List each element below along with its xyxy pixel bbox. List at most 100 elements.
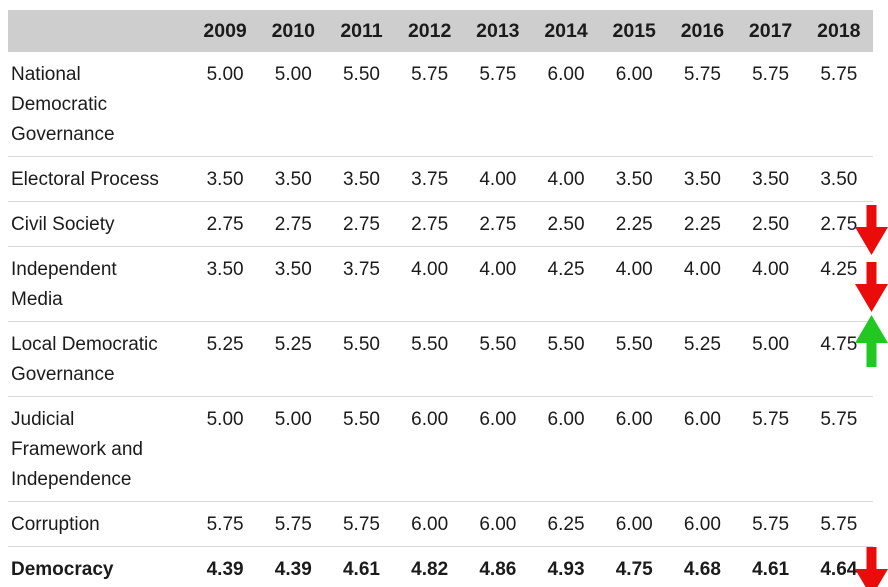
score-cell-independent-media-2018: 4.25	[804, 246, 888, 322]
row-label-democracy-score: Democracy Score	[8, 546, 191, 587]
score-cell-national-democratic-governance-2014: 6.00	[531, 52, 601, 157]
score-cell-civil-society-2009: 2.75	[191, 201, 260, 247]
score-cell-democracy-score-2009: 4.39	[191, 546, 260, 587]
score-cell-democracy-score-2013: 4.86	[463, 546, 532, 587]
score-cell-corruption-2016: 6.00	[668, 501, 737, 547]
score-cell-judicial-framework-and-independence-2013: 6.00	[463, 396, 532, 502]
score-cell-electoral-process-2009: 3.50	[191, 156, 260, 202]
score-cell-local-democratic-governance-2012: 5.50	[395, 321, 464, 397]
score-cell-national-democratic-governance-2011: 5.50	[327, 52, 396, 157]
table-row-local-democratic-governance: Local Democratic Governance 5.25 5.25 5.50 5…	[8, 315, 888, 397]
score-cell-local-democratic-governance-2014: 5.50	[531, 321, 601, 397]
year-header-2015: 2015	[600, 10, 669, 52]
score-cell-local-democratic-governance-2009: 5.25	[191, 321, 260, 397]
score-cell-electoral-process-2011: 3.50	[327, 156, 396, 202]
score-cell-independent-media-2015: 4.00	[600, 246, 669, 322]
score-cell-judicial-framework-and-independence-2011: 5.50	[327, 396, 396, 502]
score-cell-civil-society-2012: 2.75	[395, 201, 464, 247]
score-cell-electoral-process-2013: 4.00	[463, 156, 532, 202]
score-cell-national-democratic-governance-2012: 5.75	[395, 52, 464, 157]
score-cell-local-democratic-governance-2010: 5.25	[259, 321, 328, 397]
score-cell-electoral-process-2017: 3.50	[736, 156, 805, 202]
table-body: National Democratic Governance 5.00 5.00 5.…	[8, 52, 888, 587]
score-cell-electoral-process-2015: 3.50	[600, 156, 669, 202]
score-cell-national-democratic-governance-2016: 5.75	[668, 52, 737, 157]
row-label-header	[8, 10, 191, 52]
score-cell-judicial-framework-and-independence-2009: 5.00	[191, 396, 260, 502]
score-cell-local-democratic-governance-2015: 5.50	[600, 321, 669, 397]
year-header-2017: 2017	[736, 10, 805, 52]
score-cell-democracy-score-2012: 4.82	[395, 546, 464, 587]
year-header-2016: 2016	[668, 10, 737, 52]
score-cell-independent-media-2014: 4.25	[531, 246, 601, 322]
score-cell-democracy-score-2015: 4.75	[600, 546, 669, 587]
row-label-corruption: Corruption	[8, 501, 191, 547]
score-cell-electoral-process-2014: 4.00	[531, 156, 601, 202]
score-cell-democracy-score-2017: 4.61	[736, 546, 805, 587]
score-cell-democracy-score-2011: 4.61	[327, 546, 396, 587]
score-cell-electoral-process-2018: 3.50	[804, 156, 873, 202]
row-label-judicial-framework-and-independence: Judicial Framework and Independence	[8, 396, 191, 502]
score-cell-independent-media-2012: 4.00	[395, 246, 464, 322]
score-cell-judicial-framework-and-independence-2012: 6.00	[395, 396, 464, 502]
score-cell-national-democratic-governance-2017: 5.75	[736, 52, 805, 157]
year-header-2014: 2014	[531, 10, 601, 52]
score-cell-corruption-2017: 5.75	[736, 501, 805, 547]
score-cell-local-democratic-governance-2011: 5.50	[327, 321, 396, 397]
score-cell-corruption-2010: 5.75	[259, 501, 328, 547]
trend-down-arrow	[855, 262, 888, 312]
table-row-electoral-process: Electoral Process 3.50 3.50 3.50 3.75 4.00 4.0…	[8, 156, 873, 202]
score-cell-corruption-2012: 6.00	[395, 501, 464, 547]
table-row-judicial-framework-and-independence: Judicial Framework and Independence 5.00 5…	[8, 396, 873, 502]
score-cell-civil-society-2015: 2.25	[600, 201, 669, 247]
score-cell-corruption-2013: 6.00	[463, 501, 532, 547]
score-cell-electoral-process-2016: 3.50	[668, 156, 737, 202]
score-cell-electoral-process-2010: 3.50	[259, 156, 328, 202]
score-cell-local-democratic-governance-2013: 5.50	[463, 321, 532, 397]
score-cell-national-democratic-governance-2018: 5.75	[804, 52, 873, 157]
year-header-2010: 2010	[259, 10, 328, 52]
trend-up-arrow	[855, 315, 888, 367]
score-cell-judicial-framework-and-independence-2016: 6.00	[668, 396, 737, 502]
row-label-civil-society: Civil Society	[8, 201, 191, 247]
score-cell-local-democratic-governance-2018: 4.75	[804, 315, 888, 397]
score-cell-civil-society-2011: 2.75	[327, 201, 396, 247]
table-row-corruption: Corruption 5.75 5.75 5.75 6.00 6.00 6.25 6.00 6.…	[8, 501, 873, 547]
score-cell-civil-society-2017: 2.50	[736, 201, 805, 247]
score-cell-civil-society-2010: 2.75	[259, 201, 328, 247]
score-cell-independent-media-2009: 3.50	[191, 246, 260, 322]
row-label-local-democratic-governance: Local Democratic Governance	[8, 321, 191, 397]
score-cell-independent-media-2013: 4.00	[463, 246, 532, 322]
score-cell-independent-media-2016: 4.00	[668, 246, 737, 322]
score-cell-national-democratic-governance-2010: 5.00	[259, 52, 328, 157]
score-cell-independent-media-2017: 4.00	[736, 246, 805, 322]
table-row-national-democratic-governance: National Democratic Governance 5.00 5.00 5.…	[8, 52, 873, 157]
year-header-2018: 2018	[804, 10, 873, 52]
table-row-democracy-score: Democracy Score4.394.394.614.824.864.934…	[8, 546, 888, 587]
year-header-2013: 2013	[463, 10, 532, 52]
score-cell-civil-society-2018: 2.75	[804, 201, 888, 255]
score-cell-democracy-score-2014: 4.93	[531, 546, 601, 587]
score-cell-independent-media-2011: 3.75	[327, 246, 396, 322]
score-cell-local-democratic-governance-2016: 5.25	[668, 321, 737, 397]
score-cell-judicial-framework-and-independence-2015: 6.00	[600, 396, 669, 502]
year-header-row: 2009 2010 2011 2012 2013 2014 2015 2016 2017 2018	[8, 10, 873, 52]
score-cell-national-democratic-governance-2015: 6.00	[600, 52, 669, 157]
score-cell-corruption-2014: 6.25	[531, 501, 601, 547]
score-cell-civil-society-2013: 2.75	[463, 201, 532, 247]
table-header: 2009 2010 2011 2012 2013 2014 2015 2016 2017 2018	[8, 10, 873, 52]
year-header-2009: 2009	[191, 10, 260, 52]
scores-table-container: 2009 2010 2011 2012 2013 2014 2015 2016 2017 2018…	[8, 10, 888, 587]
row-label-national-democratic-governance: National Democratic Governance	[8, 52, 191, 157]
score-cell-corruption-2009: 5.75	[191, 501, 260, 547]
democracy-scores-table: 2009 2010 2011 2012 2013 2014 2015 2016 2017 2018…	[8, 10, 888, 587]
trend-down-arrow	[855, 205, 888, 255]
score-cell-corruption-2011: 5.75	[327, 501, 396, 547]
score-cell-democracy-score-2010: 4.39	[259, 546, 328, 587]
score-cell-national-democratic-governance-2009: 5.00	[191, 52, 260, 157]
score-cell-national-democratic-governance-2013: 5.75	[463, 52, 532, 157]
score-cell-judicial-framework-and-independence-2018: 5.75	[804, 396, 873, 502]
year-header-2012: 2012	[395, 10, 464, 52]
row-label-independent-media: Independent Media	[8, 246, 191, 322]
score-cell-judicial-framework-and-independence-2010: 5.00	[259, 396, 328, 502]
